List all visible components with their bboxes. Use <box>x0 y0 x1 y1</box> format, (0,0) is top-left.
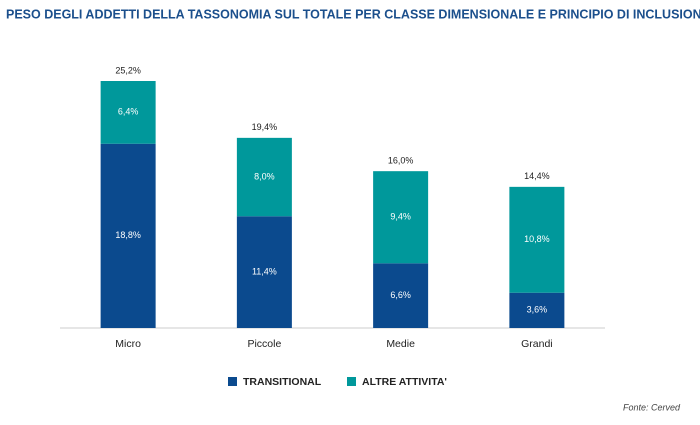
x-tick-label: Micro <box>115 338 141 350</box>
bar-segment <box>509 186 565 293</box>
bar-segment <box>100 81 156 144</box>
x-tick-label: Medie <box>386 338 415 350</box>
segment-label: 18,8% <box>115 230 141 240</box>
chart-title: PESO DEGLI ADDETTI DELLA TASSONOMIA SUL … <box>6 7 700 21</box>
legend-label: ALTRE ATTIVITA' <box>362 376 447 388</box>
segment-label: 3,6% <box>527 305 548 315</box>
bar-segment <box>236 137 292 217</box>
bar-segment <box>373 263 429 328</box>
legend-label: TRANSITIONAL <box>243 376 322 388</box>
segment-label: 6,4% <box>118 107 139 117</box>
bar-segment <box>509 292 565 328</box>
segment-label: 9,4% <box>390 212 411 222</box>
total-label: 19,4% <box>252 122 278 132</box>
segment-label: 11,4% <box>252 267 277 277</box>
bar-segment <box>373 171 429 264</box>
segment-label: 10,8% <box>524 234 550 244</box>
legend-swatch <box>228 377 237 386</box>
segment-label: 8,0% <box>254 171 275 181</box>
total-label: 16,0% <box>388 156 414 166</box>
bar-segment <box>236 216 292 328</box>
bar-segment <box>100 143 156 328</box>
source: Fonte: Cerved <box>623 402 681 412</box>
total-label: 25,2% <box>115 65 141 75</box>
total-label: 14,4% <box>524 171 550 181</box>
segment-label: 6,6% <box>390 290 411 300</box>
x-tick-label: Grandi <box>521 338 553 350</box>
legend-swatch <box>347 377 356 386</box>
x-tick-label: Piccole <box>247 338 281 350</box>
